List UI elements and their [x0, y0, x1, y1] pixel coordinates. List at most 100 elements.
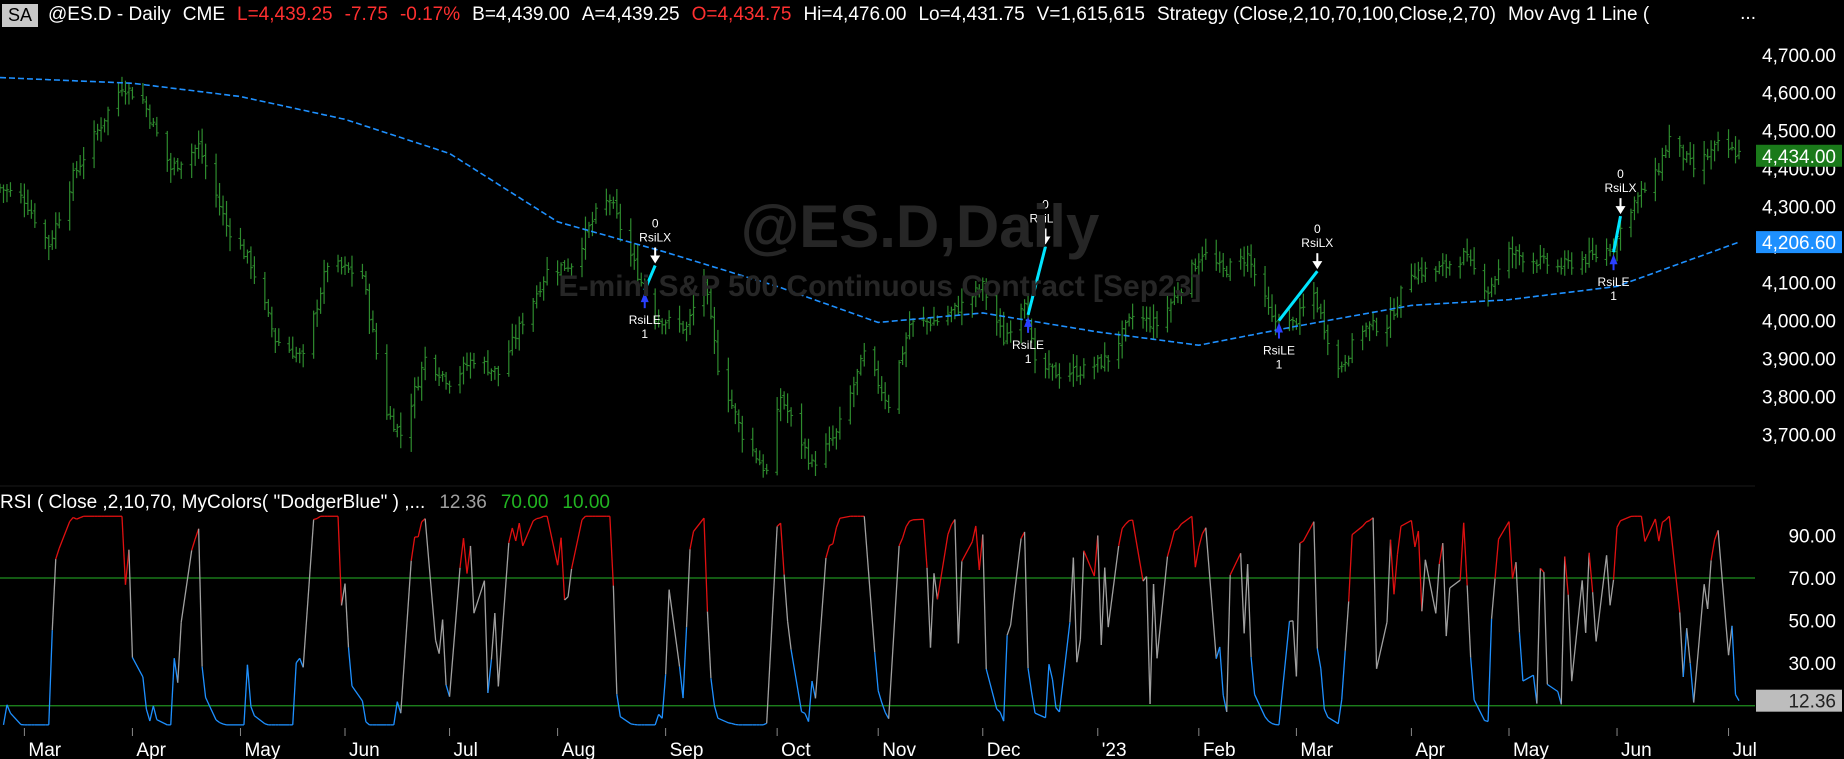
rsi-segment	[1222, 694, 1228, 712]
time-tick-label: May	[244, 740, 280, 759]
time-tick-label: Jun	[349, 740, 380, 759]
rsi-segment	[177, 622, 182, 683]
rsi-segment	[152, 705, 158, 720]
rsi-segment	[668, 589, 681, 667]
rsi-segment	[6, 704, 12, 714]
entry-arrow	[640, 292, 649, 303]
rsi-segment	[1327, 716, 1339, 725]
rsi-segment	[1668, 516, 1681, 613]
rsi-segment	[1567, 594, 1573, 682]
sa-badge[interactable]: SA	[2, 3, 39, 27]
price-tick-label: 4,500.00	[1762, 122, 1836, 143]
rsi-segment	[494, 613, 499, 687]
header-more-button[interactable]: ...	[1740, 3, 1756, 24]
rsi-segment	[1302, 521, 1315, 542]
rsi-segment	[79, 515, 84, 519]
rsi-segment	[466, 545, 472, 574]
rsi-segment	[1170, 530, 1176, 545]
exit-arrow-stem	[654, 247, 657, 257]
time-tick-label: May	[1513, 740, 1549, 759]
rsi-segment	[76, 517, 81, 520]
rsi-segment	[1487, 618, 1493, 722]
rsi-segment	[1682, 628, 1688, 677]
rsi-segment	[1097, 535, 1102, 645]
rsi-segment	[947, 524, 953, 535]
entry-qty: 1	[1025, 352, 1032, 366]
rsi-segment	[9, 712, 22, 726]
price-bars	[0, 76, 1741, 478]
rsi-segment	[567, 568, 573, 597]
rsi-segment	[1254, 694, 1266, 718]
rsi-segment	[292, 662, 297, 725]
moving-average-line	[0, 76, 1740, 347]
rsi-segment	[839, 515, 851, 519]
rsi-segment	[982, 534, 987, 669]
rsi-segment	[1125, 520, 1130, 525]
rsi-segment	[630, 723, 635, 726]
rsi-segment	[1030, 691, 1036, 714]
rsi-segment	[888, 545, 900, 719]
rsi-segment	[337, 516, 343, 606]
rsi-segment	[2, 704, 8, 725]
rsi-segment	[713, 705, 719, 719]
rsi-oversold-level: 10.00	[562, 492, 610, 513]
rsi-segment	[131, 657, 144, 678]
time-tick-label: Nov	[882, 740, 916, 759]
rsi-segment	[344, 583, 350, 648]
rsi-segment	[1449, 579, 1461, 589]
rsi-segment	[532, 518, 538, 522]
rsi-segment	[1226, 575, 1231, 712]
rsi-segment	[483, 580, 489, 693]
rsi-segment	[1522, 674, 1534, 682]
rsi-segment	[1466, 585, 1472, 658]
rsi-segment	[926, 567, 932, 648]
rsi-segment	[1201, 527, 1207, 535]
rsi-segment	[664, 589, 670, 675]
last-price-badge	[1756, 144, 1842, 167]
symbol-label[interactable]: @ES.D - Daily	[48, 4, 171, 25]
rsi-segment	[124, 549, 130, 585]
rsi-segment	[1686, 628, 1691, 664]
rsi-segment	[191, 538, 196, 551]
rsi-segment	[1591, 592, 1597, 642]
rsi-segment	[1713, 530, 1719, 541]
rsi-study-label[interactable]: RSI ( Close ,2,10,70, MyColors( "DodgerB…	[0, 492, 426, 513]
rsi-segment	[1689, 663, 1695, 703]
rsi-segment	[1396, 526, 1402, 555]
rsi-segment	[1511, 562, 1517, 579]
rsi-segment	[1490, 578, 1496, 619]
rsi-segment	[145, 708, 151, 722]
strategy-label[interactable]: Strategy (Close,2,10,70,100,Close,2,70)	[1156, 4, 1496, 25]
rsi-segment	[340, 583, 346, 606]
exit-qty: 0	[1617, 167, 1624, 181]
rsi-segment	[786, 621, 792, 650]
rsi-segment	[1473, 699, 1486, 721]
entry-qty: 1	[641, 327, 648, 341]
rsi-segment	[515, 523, 520, 542]
rsi-segment	[909, 519, 914, 522]
rsi-segment	[1191, 516, 1196, 568]
time-tick-label: Jun	[1621, 740, 1652, 759]
rsi-header: RSI ( Close ,2,10,70, MyColors( "DodgerB…	[0, 490, 624, 516]
rsi-segment	[1323, 708, 1329, 718]
rsi-segment	[1609, 579, 1615, 606]
rsi-segment	[570, 519, 583, 570]
rsi-segment	[487, 659, 493, 693]
rsi-segment	[616, 694, 621, 717]
rsi-segment	[462, 538, 468, 574]
rsi-segment	[1400, 519, 1412, 527]
rsi-segment	[1055, 707, 1060, 713]
rsi-segment	[1250, 657, 1256, 695]
rsi-segment	[898, 537, 904, 547]
rsi-segment	[936, 534, 949, 600]
rsi-segment	[996, 708, 1001, 713]
rsi-segment	[180, 550, 193, 623]
moving-average-label[interactable]: Mov Avg 1 Line (	[1507, 4, 1650, 25]
exit-arrow	[1615, 206, 1626, 215]
rsi-segment	[1009, 538, 1022, 626]
rsi-segment	[1581, 580, 1587, 633]
time-tick-label: Jul	[454, 740, 478, 759]
rsi-current-value: 12.36	[439, 492, 487, 513]
rsi-segment	[825, 545, 831, 559]
time-tick-label: Apr	[136, 740, 166, 759]
